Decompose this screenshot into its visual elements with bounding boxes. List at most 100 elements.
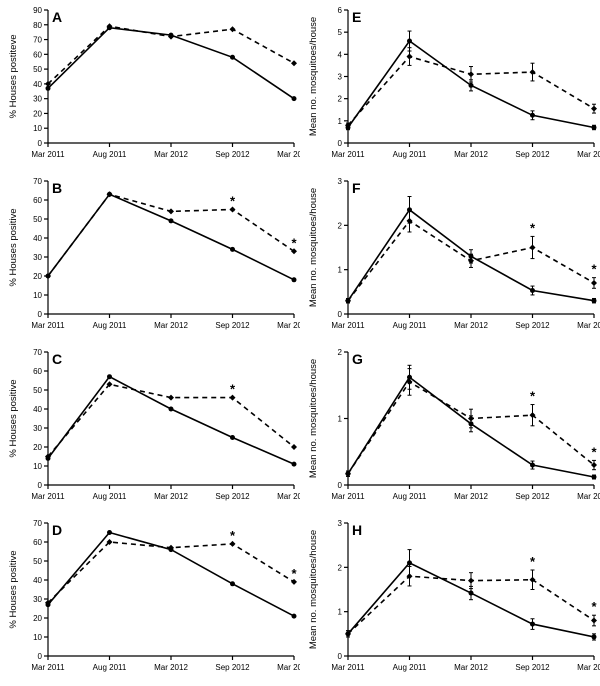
svg-text:1: 1 (338, 415, 343, 424)
svg-text:C: C (52, 351, 62, 367)
panel-G: 012Mar 2011Aug 2011Mar 2012Sep 2012Mar 2… (300, 342, 600, 513)
svg-text:*: * (291, 566, 297, 581)
svg-text:0: 0 (338, 310, 343, 319)
panel-D: 010203040506070Mar 2011Aug 2011Mar 2012S… (0, 513, 300, 684)
svg-text:20: 20 (33, 272, 42, 281)
svg-text:10: 10 (33, 124, 42, 133)
svg-text:A: A (52, 9, 62, 25)
svg-text:Sep 2012: Sep 2012 (515, 321, 550, 330)
svg-text:20: 20 (33, 614, 42, 623)
svg-text:2: 2 (338, 348, 343, 357)
svg-text:60: 60 (33, 196, 42, 205)
svg-text:70: 70 (33, 348, 42, 357)
svg-text:0: 0 (38, 481, 43, 490)
svg-text:70: 70 (33, 177, 42, 186)
svg-text:50: 50 (33, 386, 42, 395)
svg-text:90: 90 (33, 6, 42, 15)
svg-text:Aug 2011: Aug 2011 (393, 150, 427, 159)
svg-text:40: 40 (33, 80, 42, 89)
svg-text:10: 10 (33, 633, 42, 642)
svg-text:70: 70 (33, 36, 42, 45)
svg-text:10: 10 (33, 291, 42, 300)
svg-text:30: 30 (33, 253, 42, 262)
svg-text:Sep 2012: Sep 2012 (515, 150, 550, 159)
svg-text:0: 0 (38, 139, 43, 148)
svg-text:Aug 2011: Aug 2011 (93, 150, 127, 159)
svg-text:40: 40 (33, 234, 42, 243)
svg-text:0: 0 (38, 310, 43, 319)
svg-text:% Houses postiteve: % Houses postiteve (8, 35, 19, 119)
svg-text:3: 3 (338, 73, 343, 82)
svg-text:*: * (291, 235, 297, 250)
svg-text:Mar 2013: Mar 2013 (577, 150, 600, 159)
svg-text:*: * (591, 444, 597, 459)
svg-text:Aug 2011: Aug 2011 (93, 321, 127, 330)
svg-text:Mean no. mosquitoes/house: Mean no. mosquitoes/house (308, 17, 319, 136)
svg-text:*: * (530, 220, 536, 235)
svg-text:Mean no. mosquitoes/house: Mean no. mosquitoes/house (308, 188, 319, 307)
svg-text:Mar 2013: Mar 2013 (577, 663, 600, 672)
svg-text:Aug 2011: Aug 2011 (393, 492, 427, 501)
panel-E: 0123456Mar 2011Aug 2011Mar 2012Sep 2012M… (300, 0, 600, 171)
svg-text:Mar 2011: Mar 2011 (31, 492, 65, 501)
svg-text:Mean no. mosquitoes/house: Mean no. mosquitoes/house (308, 530, 319, 649)
svg-text:1: 1 (338, 608, 343, 617)
svg-text:Sep 2012: Sep 2012 (215, 663, 250, 672)
svg-text:Mar 2012: Mar 2012 (454, 663, 488, 672)
svg-text:60: 60 (33, 538, 42, 547)
svg-text:Mean no. mosquitoes/house: Mean no. mosquitoes/house (308, 359, 319, 478)
svg-text:Mar 2012: Mar 2012 (154, 492, 188, 501)
svg-text:Mar 2011: Mar 2011 (31, 150, 65, 159)
panel-F: 0 1 2 3 Mar 2011 Aug 2011 Mar 2012 Sep 2012 Mar … (300, 171, 600, 342)
svg-text:*: * (230, 382, 236, 397)
svg-text:Mar 2011: Mar 2011 (31, 321, 65, 330)
svg-text:80: 80 (33, 21, 42, 30)
svg-text:4: 4 (338, 50, 343, 59)
svg-text:Mar 2012: Mar 2012 (454, 321, 488, 330)
svg-text:*: * (230, 194, 236, 209)
svg-text:30: 30 (33, 95, 42, 104)
panel-C: 010203040506070Mar 2011Aug 2011Mar 2012S… (0, 342, 300, 513)
svg-text:D: D (52, 522, 62, 538)
svg-text:0: 0 (338, 139, 343, 148)
svg-text:Mar 2013: Mar 2013 (577, 492, 600, 501)
svg-text:Mar 2013: Mar 2013 (277, 663, 300, 672)
svg-text:F: F (352, 180, 361, 196)
svg-text:Mar 2012: Mar 2012 (454, 492, 488, 501)
svg-text:60: 60 (33, 367, 42, 376)
svg-text:% Houses positive: % Houses positive (8, 379, 19, 457)
svg-text:60: 60 (33, 50, 42, 59)
svg-text:*: * (530, 389, 536, 404)
svg-text:10: 10 (33, 462, 42, 471)
svg-text:Sep 2012: Sep 2012 (515, 663, 550, 672)
svg-text:Mar 2012: Mar 2012 (154, 663, 188, 672)
svg-text:Mar 2012: Mar 2012 (154, 321, 188, 330)
svg-text:1: 1 (338, 266, 343, 275)
svg-text:Mar 2011: Mar 2011 (331, 492, 365, 501)
svg-text:*: * (530, 554, 536, 569)
svg-text:30: 30 (33, 595, 42, 604)
svg-text:2: 2 (338, 95, 343, 104)
svg-text:Mar 2011: Mar 2011 (331, 150, 365, 159)
svg-text:Mar 2013: Mar 2013 (577, 321, 600, 330)
svg-text:Mar 2011: Mar 2011 (331, 321, 365, 330)
svg-text:2: 2 (338, 563, 343, 572)
svg-text:*: * (591, 599, 597, 614)
svg-text:H: H (352, 522, 362, 538)
svg-text:Sep 2012: Sep 2012 (215, 321, 250, 330)
svg-text:Mar 2013: Mar 2013 (277, 150, 300, 159)
svg-text:Aug 2011: Aug 2011 (393, 321, 427, 330)
svg-text:E: E (352, 9, 361, 25)
panel-H: 0123Mar 2011Aug 2011Mar 2012Sep 2012Mar … (300, 513, 600, 684)
svg-text:% Houses positive: % Houses positive (8, 208, 19, 286)
figure: 0102030405060708090Mar 2011Aug 2011Mar 2… (0, 0, 600, 686)
svg-text:0: 0 (338, 652, 343, 661)
svg-text:Mar 2011: Mar 2011 (31, 663, 65, 672)
svg-text:1: 1 (338, 117, 343, 126)
svg-text:6: 6 (338, 6, 343, 15)
svg-text:2: 2 (338, 221, 343, 230)
svg-text:50: 50 (33, 215, 42, 224)
svg-text:5: 5 (338, 28, 343, 37)
svg-text:3: 3 (338, 177, 343, 186)
svg-text:*: * (591, 262, 597, 277)
